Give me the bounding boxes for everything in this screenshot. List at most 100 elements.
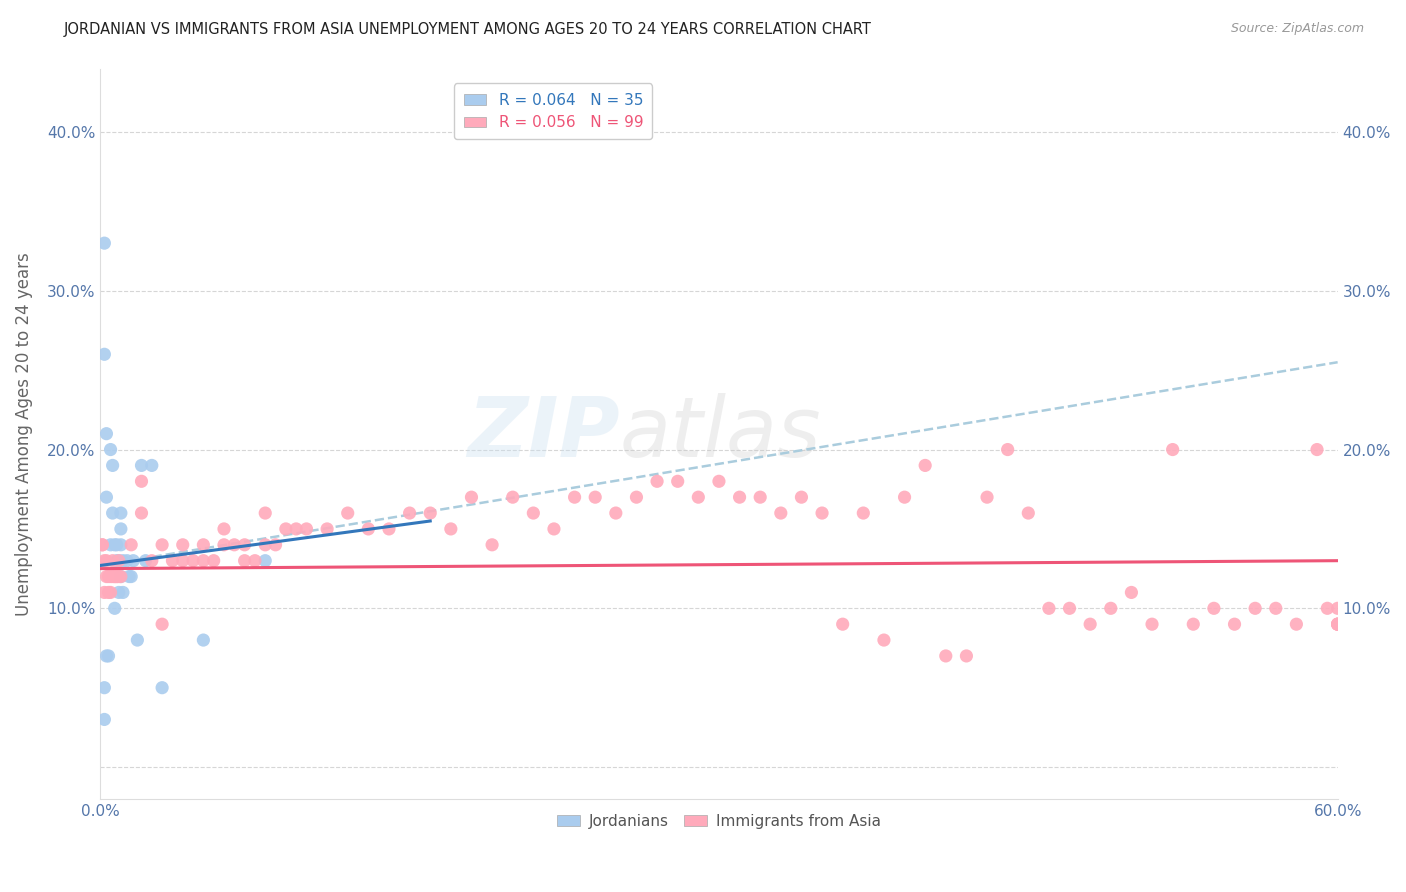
Point <box>522 506 544 520</box>
Point <box>1223 617 1246 632</box>
Point <box>118 569 141 583</box>
Point <box>101 569 124 583</box>
Point <box>115 554 138 568</box>
Point <box>97 569 120 583</box>
Point <box>100 569 122 583</box>
Point <box>1059 601 1081 615</box>
Point <box>104 569 127 583</box>
Text: JORDANIAN VS IMMIGRANTS FROM ASIA UNEMPLOYMENT AMONG AGES 20 TO 24 YEARS CORRELA: JORDANIAN VS IMMIGRANTS FROM ASIA UNEMPL… <box>63 22 872 37</box>
Point <box>1326 617 1348 632</box>
Point <box>96 569 118 583</box>
Point <box>100 585 122 599</box>
Point <box>110 506 132 520</box>
Point <box>502 490 524 504</box>
Point <box>1017 506 1039 520</box>
Point <box>440 522 463 536</box>
Point <box>769 506 792 520</box>
Point <box>101 554 124 568</box>
Point <box>150 681 173 695</box>
Point <box>811 506 834 520</box>
Point <box>108 569 131 583</box>
Point <box>110 569 132 583</box>
Point <box>233 554 256 568</box>
Point <box>101 458 124 473</box>
Point <box>688 490 710 504</box>
Point <box>93 585 115 599</box>
Point <box>1316 601 1339 615</box>
Point <box>1099 601 1122 615</box>
Point <box>336 506 359 520</box>
Point <box>852 506 875 520</box>
Point <box>543 522 565 536</box>
Point <box>583 490 606 504</box>
Point <box>626 490 648 504</box>
Point <box>96 490 118 504</box>
Point <box>1161 442 1184 457</box>
Point <box>93 713 115 727</box>
Point <box>162 554 184 568</box>
Y-axis label: Unemployment Among Ages 20 to 24 years: Unemployment Among Ages 20 to 24 years <box>15 252 32 615</box>
Point <box>105 554 128 568</box>
Point <box>831 617 853 632</box>
Point <box>108 554 131 568</box>
Point <box>274 522 297 536</box>
Point <box>111 585 134 599</box>
Point <box>135 554 157 568</box>
Point <box>105 569 128 583</box>
Point <box>976 490 998 504</box>
Point <box>104 569 127 583</box>
Point <box>172 554 194 568</box>
Point <box>997 442 1019 457</box>
Point <box>1140 617 1163 632</box>
Point <box>254 506 277 520</box>
Point <box>150 617 173 632</box>
Point <box>202 554 225 568</box>
Point <box>285 522 308 536</box>
Point <box>1326 601 1348 615</box>
Point <box>233 538 256 552</box>
Point <box>97 648 120 663</box>
Point <box>264 538 287 552</box>
Point <box>110 522 132 536</box>
Point <box>666 475 689 489</box>
Point <box>1306 442 1329 457</box>
Point <box>295 522 318 536</box>
Point <box>955 648 977 663</box>
Point <box>728 490 751 504</box>
Point <box>1326 617 1348 632</box>
Point <box>110 538 132 552</box>
Point <box>131 506 153 520</box>
Point <box>172 538 194 552</box>
Point <box>419 506 441 520</box>
Point <box>141 554 163 568</box>
Point <box>91 538 114 552</box>
Point <box>150 538 173 552</box>
Point <box>243 554 266 568</box>
Point <box>605 506 627 520</box>
Point <box>104 601 127 615</box>
Point <box>91 538 114 552</box>
Point <box>181 554 204 568</box>
Point <box>127 633 149 648</box>
Point <box>564 490 586 504</box>
Point <box>707 475 730 489</box>
Point <box>254 554 277 568</box>
Point <box>111 554 134 568</box>
Point <box>93 554 115 568</box>
Point <box>141 458 163 473</box>
Point <box>790 490 813 504</box>
Point <box>193 538 215 552</box>
Point <box>212 522 235 536</box>
Point <box>935 648 957 663</box>
Point <box>93 681 115 695</box>
Point <box>100 538 122 552</box>
Point <box>1285 617 1308 632</box>
Point <box>316 522 339 536</box>
Point <box>1182 617 1205 632</box>
Point <box>1244 601 1267 615</box>
Text: Source: ZipAtlas.com: Source: ZipAtlas.com <box>1230 22 1364 36</box>
Point <box>108 585 131 599</box>
Point <box>104 538 127 552</box>
Point <box>212 538 235 552</box>
Point <box>96 648 118 663</box>
